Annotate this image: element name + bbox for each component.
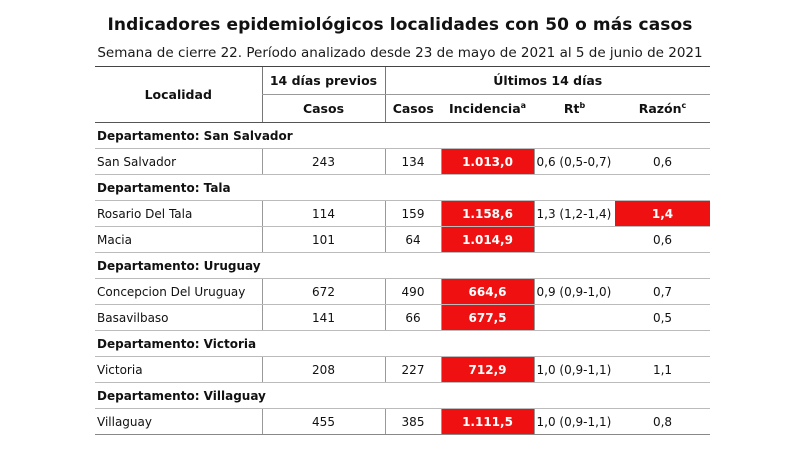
department-row: Departamento: Victoria [95,331,710,357]
rt-value: 0,6 (0,5-0,7) [533,148,615,175]
header-razon-label: Razón [638,101,682,117]
table-row: Concepcion Del Uruguay 672 490 664,6 0,9… [95,278,711,305]
razon-value: 1,4 [615,200,711,227]
department-label: Departamento: Victoria [97,336,257,351]
incidencia-value: 1.014,9 [440,226,534,253]
casos-value: 385 [384,408,441,435]
header-14-dias-previos: 14 días previos [261,66,385,95]
rt-value: 1,3 (1,2-1,4) [533,200,615,227]
table-row: Macia 101 64 1.014,9 0,6 [95,226,711,253]
department-label: Departamento: San Salvador [97,128,293,143]
department-row: Departamento: Uruguay [95,253,710,279]
localidad-name: Victoria [95,356,262,383]
header-localidad: Localidad [95,66,262,123]
razon-value: 0,6 [615,226,711,253]
incidencia-value: 1.111,5 [440,408,534,435]
department-label: Departamento: Uruguay [97,258,261,273]
report-title: Indicadores epidemiológicos localidades … [107,15,693,35]
department-label: Departamento: Villaguay [97,388,266,403]
header-razon: Razónc [615,94,711,123]
razon-value: 0,7 [615,278,711,305]
header-ultimos-14-dias: Últimos 14 días [384,66,711,95]
razon-value: 0,5 [615,304,711,331]
table-row: Victoria 208 227 712,9 1,0 (0,9-1,1) 1,1 [95,356,711,383]
indicators-table: Localidad 14 días previos Últimos 14 día… [95,66,711,435]
incidencia-value: 712,9 [440,356,534,383]
department-row: Departamento: Tala [95,175,710,201]
localidad-name: Basavilbaso [95,304,262,331]
incidencia-value: 677,5 [440,304,534,331]
casos-previos-value: 141 [261,304,385,331]
rt-value [533,226,615,253]
casos-previos-value: 208 [261,356,385,383]
report-subtitle: Semana de cierre 22. Período analizado d… [97,45,703,61]
header-rt: Rtb [534,94,615,123]
casos-value: 159 [384,200,441,227]
header-row-columns: Casos Casos Incidenciaa Rtb Razónc [95,94,711,123]
casos-previos-value: 101 [261,226,385,253]
casos-value: 227 [384,356,441,383]
localidad-name: Macia [95,226,262,253]
department-row: Departamento: San Salvador [95,123,710,149]
department-label: Departamento: Tala [97,180,231,195]
casos-value: 66 [384,304,441,331]
incidencia-value: 1.158,6 [440,200,534,227]
header-incidencia-label: Incidencia [448,101,521,117]
razon-value: 0,6 [615,148,711,175]
table-row: Villaguay 455 385 1.111,5 1,0 (0,9-1,1) … [95,408,711,435]
rt-value [533,304,615,331]
localidad-name: Rosario Del Tala [95,200,262,227]
localidad-name: San Salvador [95,148,262,175]
casos-value: 64 [384,226,441,253]
header-row-groups: Localidad 14 días previos Últimos 14 día… [95,66,711,123]
casos-previos-value: 672 [261,278,385,305]
rt-value: 0,9 (0,9-1,0) [533,278,615,305]
table-row: Rosario Del Tala 114 159 1.158,6 1,3 (1,… [95,200,711,227]
localidad-name: Concepcion Del Uruguay [95,278,262,305]
razon-value: 1,1 [615,356,711,383]
casos-value: 490 [384,278,441,305]
header-casos-previos: Casos [261,94,385,123]
table-body: Departamento: San Salvador San Salvador … [95,123,711,435]
rt-value: 1,0 (0,9-1,1) [533,408,615,435]
department-row: Departamento: Villaguay [95,383,710,409]
casos-previos-value: 243 [261,148,385,175]
header-incidencia: Incidenciaa [441,94,534,123]
header-rt-label: Rt [563,101,580,117]
table-row: San Salvador 243 134 1.013,0 0,6 (0,5-0,… [95,148,711,175]
incidencia-value: 664,6 [440,278,534,305]
casos-value: 134 [384,148,441,175]
rt-value: 1,0 (0,9-1,1) [533,356,615,383]
header-razon-note: c [681,100,687,110]
header-incidencia-note: a [520,100,527,110]
header-rt-note: b [579,100,586,110]
razon-value: 0,8 [615,408,711,435]
localidad-name: Villaguay [95,408,262,435]
table-row: Basavilbaso 141 66 677,5 0,5 [95,304,711,331]
casos-previos-value: 114 [261,200,385,227]
casos-previos-value: 455 [261,408,385,435]
header-casos: Casos [384,94,441,123]
incidencia-value: 1.013,0 [440,148,534,175]
